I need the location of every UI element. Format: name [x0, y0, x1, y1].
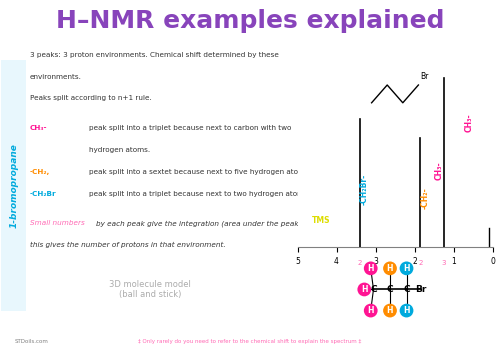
- Text: Br: Br: [420, 72, 428, 81]
- Circle shape: [400, 262, 413, 275]
- Text: 2: 2: [418, 260, 422, 266]
- Circle shape: [400, 304, 413, 317]
- Text: peak split into a triplet because next to carbon with two: peak split into a triplet because next t…: [89, 125, 291, 131]
- Text: peak split into a sextet because next to five hydrogen atoms: peak split into a sextet because next to…: [89, 169, 308, 175]
- Text: H: H: [386, 264, 393, 273]
- Circle shape: [383, 304, 397, 317]
- Text: hydrogen atoms.: hydrogen atoms.: [89, 147, 150, 153]
- Text: H: H: [368, 264, 374, 273]
- Text: 3 peaks: 3 proton environments. Chemical shift determined by these: 3 peaks: 3 proton environments. Chemical…: [30, 52, 279, 58]
- Text: this gives the number of protons in that environment.: this gives the number of protons in that…: [30, 242, 226, 249]
- Text: peak split into a triplet because next to two hydrogen atoms.: peak split into a triplet because next t…: [89, 191, 310, 197]
- Text: -CH₂Br: -CH₂Br: [30, 191, 56, 197]
- Text: -CH₂,: -CH₂,: [30, 169, 50, 175]
- Text: 1-bromopropane: 1-bromopropane: [9, 143, 18, 228]
- Text: STDoils.com: STDoils.com: [15, 339, 49, 344]
- Circle shape: [364, 304, 378, 317]
- Circle shape: [383, 262, 397, 275]
- Text: C: C: [403, 285, 410, 294]
- Text: -CH₂Br-: -CH₂Br-: [360, 174, 369, 205]
- Text: CH₃-: CH₃-: [434, 162, 444, 180]
- Text: H: H: [386, 306, 393, 315]
- Text: Peaks split according to n+1 rule.: Peaks split according to n+1 rule.: [30, 95, 152, 101]
- Circle shape: [358, 282, 371, 297]
- Text: -CH₂-: -CH₂-: [420, 187, 430, 209]
- Text: CH₃-: CH₃-: [30, 125, 48, 131]
- Text: by each peak give the integration (area under the peak): by each peak give the integration (area …: [96, 220, 301, 227]
- Text: C: C: [386, 285, 394, 294]
- Text: Br: Br: [416, 285, 427, 294]
- Text: H: H: [368, 306, 374, 315]
- Text: Small numbers: Small numbers: [30, 220, 85, 226]
- Text: CH₃-: CH₃-: [464, 114, 473, 132]
- Text: H–NMR examples explained: H–NMR examples explained: [56, 9, 444, 33]
- Text: H: H: [361, 285, 368, 294]
- Text: 3D molecule model
(ball and stick): 3D molecule model (ball and stick): [109, 280, 191, 299]
- Text: environments.: environments.: [30, 73, 82, 79]
- Text: TMS: TMS: [312, 216, 330, 225]
- Text: H: H: [404, 264, 410, 273]
- Circle shape: [364, 262, 378, 275]
- Text: C: C: [370, 285, 377, 294]
- FancyBboxPatch shape: [2, 60, 26, 311]
- Text: 2: 2: [358, 260, 362, 266]
- Text: ‡ Only rarely do you need to refer to the chemical shift to explain the spectrum: ‡ Only rarely do you need to refer to th…: [138, 339, 362, 344]
- Text: H: H: [404, 306, 410, 315]
- Text: 3: 3: [442, 260, 446, 266]
